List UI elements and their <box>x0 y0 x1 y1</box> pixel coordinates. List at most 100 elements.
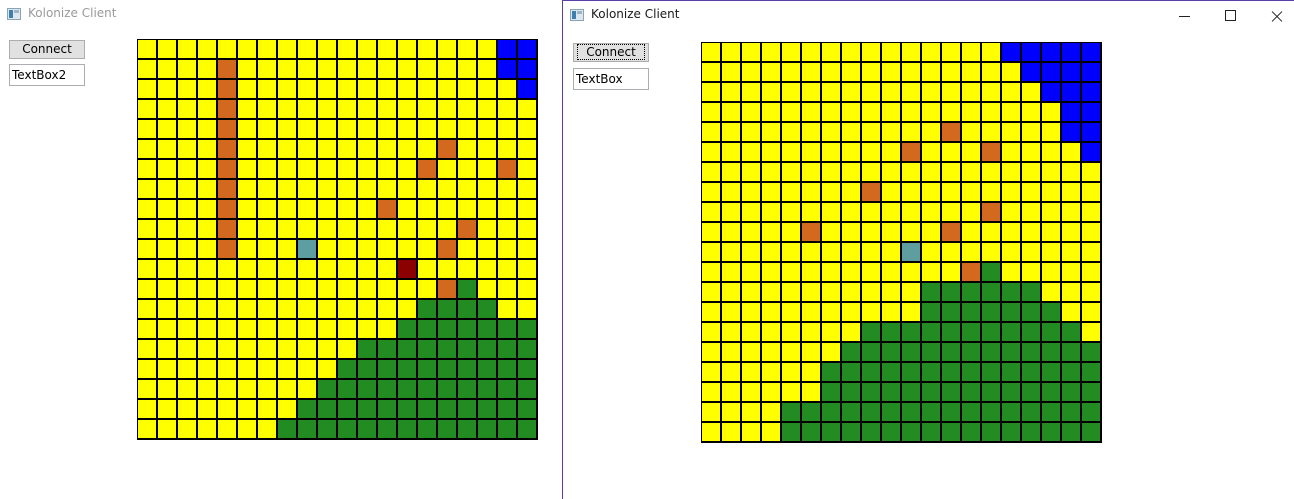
green-tile[interactable] <box>438 400 458 420</box>
yellow-tile[interactable] <box>198 300 218 320</box>
yellow-tile[interactable] <box>238 100 258 120</box>
yellow-tile[interactable] <box>1022 143 1042 163</box>
yellow-tile[interactable] <box>1042 163 1062 183</box>
yellow-tile[interactable] <box>1022 263 1042 283</box>
yellow-tile[interactable] <box>138 300 158 320</box>
yellow-tile[interactable] <box>158 280 178 300</box>
yellow-tile[interactable] <box>498 120 518 140</box>
green-tile[interactable] <box>842 343 862 363</box>
yellow-tile[interactable] <box>338 280 358 300</box>
yellow-tile[interactable] <box>198 400 218 420</box>
yellow-tile[interactable] <box>478 160 498 180</box>
blue-tile[interactable] <box>518 40 538 60</box>
yellow-tile[interactable] <box>198 60 218 80</box>
yellow-tile[interactable] <box>338 300 358 320</box>
green-tile[interactable] <box>942 423 962 443</box>
yellow-tile[interactable] <box>298 140 318 160</box>
yellow-tile[interactable] <box>842 223 862 243</box>
yellow-tile[interactable] <box>298 280 318 300</box>
yellow-tile[interactable] <box>298 340 318 360</box>
yellow-tile[interactable] <box>178 360 198 380</box>
yellow-tile[interactable] <box>318 200 338 220</box>
yellow-tile[interactable] <box>1022 223 1042 243</box>
yellow-tile[interactable] <box>762 123 782 143</box>
yellow-tile[interactable] <box>862 143 882 163</box>
green-tile[interactable] <box>338 400 358 420</box>
yellow-tile[interactable] <box>498 300 518 320</box>
green-tile[interactable] <box>318 420 338 440</box>
green-tile[interactable] <box>1082 403 1102 423</box>
yellow-tile[interactable] <box>378 220 398 240</box>
yellow-tile[interactable] <box>1062 163 1082 183</box>
green-tile[interactable] <box>1062 423 1082 443</box>
yellow-tile[interactable] <box>158 160 178 180</box>
yellow-tile[interactable] <box>478 80 498 100</box>
yellow-tile[interactable] <box>258 80 278 100</box>
yellow-tile[interactable] <box>922 83 942 103</box>
yellow-tile[interactable] <box>742 43 762 63</box>
yellow-tile[interactable] <box>518 160 538 180</box>
yellow-tile[interactable] <box>982 183 1002 203</box>
yellow-tile[interactable] <box>962 63 982 83</box>
yellow-tile[interactable] <box>378 80 398 100</box>
green-tile[interactable] <box>962 283 982 303</box>
yellow-tile[interactable] <box>702 243 722 263</box>
yellow-tile[interactable] <box>278 120 298 140</box>
yellow-tile[interactable] <box>298 40 318 60</box>
green-tile[interactable] <box>922 303 942 323</box>
yellow-tile[interactable] <box>962 143 982 163</box>
yellow-tile[interactable] <box>802 343 822 363</box>
yellow-tile[interactable] <box>278 340 298 360</box>
green-tile[interactable] <box>358 420 378 440</box>
yellow-tile[interactable] <box>922 263 942 283</box>
yellow-tile[interactable] <box>518 180 538 200</box>
yellow-tile[interactable] <box>458 120 478 140</box>
yellow-tile[interactable] <box>478 100 498 120</box>
yellow-tile[interactable] <box>802 383 822 403</box>
yellow-tile[interactable] <box>802 43 822 63</box>
yellow-tile[interactable] <box>518 240 538 260</box>
yellow-tile[interactable] <box>842 203 862 223</box>
yellow-tile[interactable] <box>1022 183 1042 203</box>
yellow-tile[interactable] <box>478 120 498 140</box>
yellow-tile[interactable] <box>742 363 762 383</box>
yellow-tile[interactable] <box>1042 123 1062 143</box>
yellow-tile[interactable] <box>518 140 538 160</box>
green-tile[interactable] <box>1002 283 1022 303</box>
yellow-tile[interactable] <box>258 180 278 200</box>
green-tile[interactable] <box>438 340 458 360</box>
green-tile[interactable] <box>1002 423 1022 443</box>
yellow-tile[interactable] <box>298 220 318 240</box>
green-tile[interactable] <box>358 400 378 420</box>
yellow-tile[interactable] <box>922 183 942 203</box>
yellow-tile[interactable] <box>782 203 802 223</box>
green-tile[interactable] <box>418 420 438 440</box>
minimize-button[interactable] <box>1161 1 1207 31</box>
green-tile[interactable] <box>398 380 418 400</box>
yellow-tile[interactable] <box>218 280 238 300</box>
yellow-tile[interactable] <box>762 323 782 343</box>
yellow-tile[interactable] <box>902 183 922 203</box>
yellow-tile[interactable] <box>138 420 158 440</box>
yellow-tile[interactable] <box>458 80 478 100</box>
yellow-tile[interactable] <box>782 263 802 283</box>
green-tile[interactable] <box>942 303 962 323</box>
yellow-tile[interactable] <box>1002 123 1022 143</box>
orange-tile[interactable] <box>218 80 238 100</box>
yellow-tile[interactable] <box>518 220 538 240</box>
yellow-tile[interactable] <box>198 280 218 300</box>
yellow-tile[interactable] <box>722 323 742 343</box>
orange-tile[interactable] <box>218 100 238 120</box>
yellow-tile[interactable] <box>942 163 962 183</box>
yellow-tile[interactable] <box>478 280 498 300</box>
blue-tile[interactable] <box>1022 63 1042 83</box>
green-tile[interactable] <box>862 383 882 403</box>
yellow-tile[interactable] <box>1002 143 1022 163</box>
yellow-tile[interactable] <box>518 300 538 320</box>
green-tile[interactable] <box>478 360 498 380</box>
orange-tile[interactable] <box>942 223 962 243</box>
green-tile[interactable] <box>862 343 882 363</box>
green-tile[interactable] <box>278 420 298 440</box>
yellow-tile[interactable] <box>722 123 742 143</box>
yellow-tile[interactable] <box>358 140 378 160</box>
